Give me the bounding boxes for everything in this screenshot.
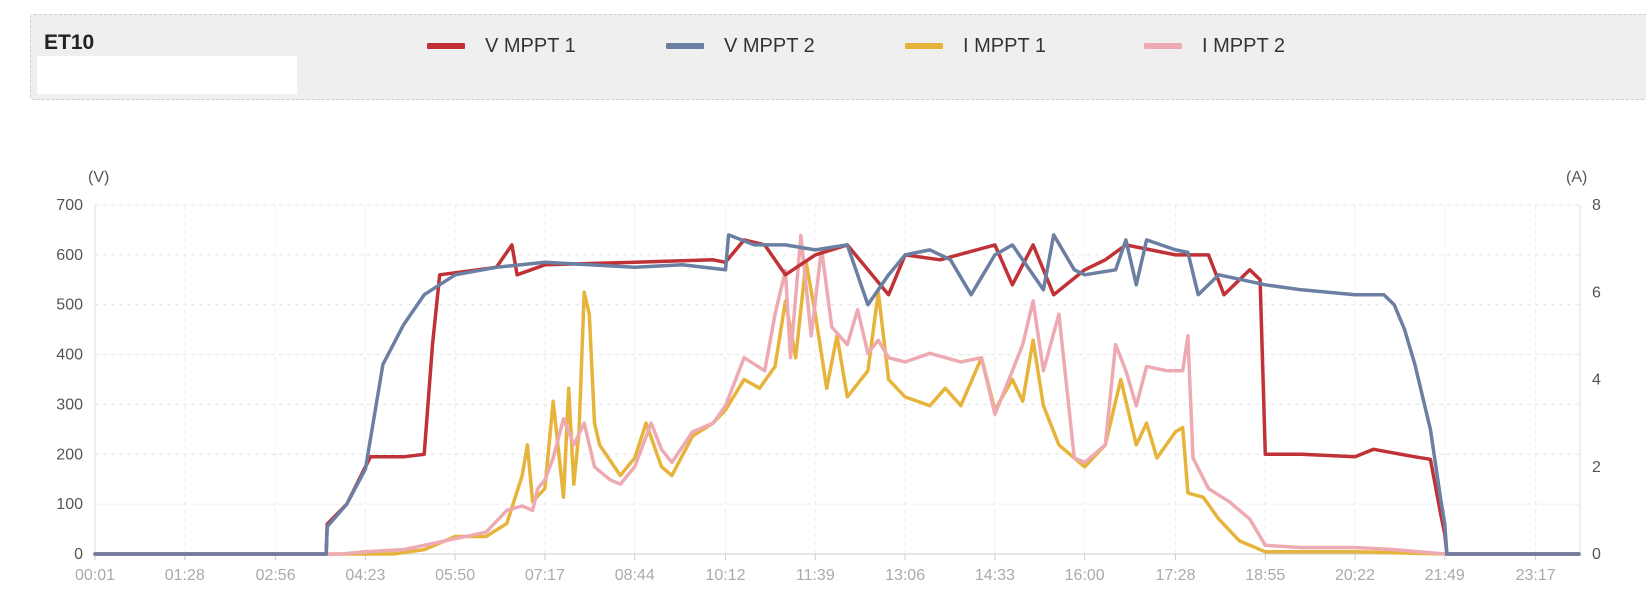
series-line-v-mppt-2 — [93, 233, 1581, 556]
y-left-tick-label: 200 — [56, 446, 83, 463]
legend-swatch-v-mppt-1 — [427, 43, 465, 49]
legend-item-i-mppt-2[interactable]: I MPPT 2 — [1144, 35, 1285, 57]
device-info-box — [37, 56, 297, 94]
y-right-tick-label: 6 — [1592, 284, 1601, 301]
legend-item-v-mppt-2[interactable]: V MPPT 2 — [666, 35, 815, 57]
x-tick-label: 10:12 — [706, 567, 746, 584]
legend-item-i-mppt-1[interactable]: I MPPT 1 — [905, 35, 1046, 57]
legend-item-v-mppt-1[interactable]: V MPPT 1 — [427, 35, 576, 57]
x-tick-label: 08:44 — [615, 567, 655, 584]
x-tick-label: 04:23 — [345, 567, 385, 584]
x-tick-label: 02:56 — [256, 567, 296, 584]
legend-swatch-i-mppt-1 — [905, 43, 943, 49]
y-left-tick-label: 100 — [56, 496, 83, 513]
x-tick-label: 01:28 — [165, 567, 205, 584]
x-tick-label: 13:06 — [885, 567, 925, 584]
y-left-tick-label: 600 — [56, 247, 83, 264]
y-right-tick-label: 2 — [1592, 459, 1601, 476]
legend-label-v-mppt-1: V MPPT 1 — [485, 34, 576, 57]
x-tick-label: 14:33 — [975, 567, 1015, 584]
legend-swatch-i-mppt-2 — [1144, 43, 1182, 49]
x-tick-label: 16:00 — [1065, 567, 1105, 584]
x-tick-label: 18:55 — [1245, 567, 1285, 584]
series-line-v-mppt-1 — [93, 238, 1581, 556]
y-left-tick-label: 500 — [56, 297, 83, 314]
y-right-tick-label: 0 — [1592, 546, 1601, 563]
x-tick-label: 17:28 — [1155, 567, 1195, 584]
y-right-unit: (A) — [1566, 169, 1587, 186]
x-tick-label: 20:22 — [1335, 567, 1375, 584]
x-tick-label: 11:39 — [796, 567, 835, 584]
x-tick-label: 21:49 — [1425, 567, 1465, 584]
y-right-tick-label: 4 — [1592, 372, 1601, 389]
x-tick-label: 05:50 — [435, 567, 475, 584]
series-line-i-mppt-1 — [93, 259, 1581, 556]
legend-label-i-mppt-2: I MPPT 2 — [1202, 34, 1285, 57]
device-name: ET10 — [44, 31, 95, 54]
y-left-tick-label: 700 — [56, 197, 83, 214]
x-tick-label: 00:01 — [75, 567, 115, 584]
chart-header-panel: ET10 V MPPT 1 V MPPT 2 I MPPT 1 I MPPT 2 — [30, 14, 1646, 100]
y-left-unit: (V) — [88, 169, 109, 186]
y-left-tick-label: 400 — [56, 347, 83, 364]
y-left-tick-label: 300 — [56, 396, 83, 413]
legend-swatch-v-mppt-2 — [666, 43, 704, 49]
series-line-i-mppt-2 — [93, 233, 1581, 556]
x-tick-label: 23:17 — [1516, 567, 1556, 584]
legend-label-v-mppt-2: V MPPT 2 — [724, 34, 815, 57]
y-left-tick-label: 0 — [74, 546, 83, 563]
x-tick-label: 07:17 — [525, 567, 565, 584]
y-right-tick-label: 8 — [1592, 197, 1601, 214]
legend-label-i-mppt-1: I MPPT 1 — [963, 34, 1046, 57]
